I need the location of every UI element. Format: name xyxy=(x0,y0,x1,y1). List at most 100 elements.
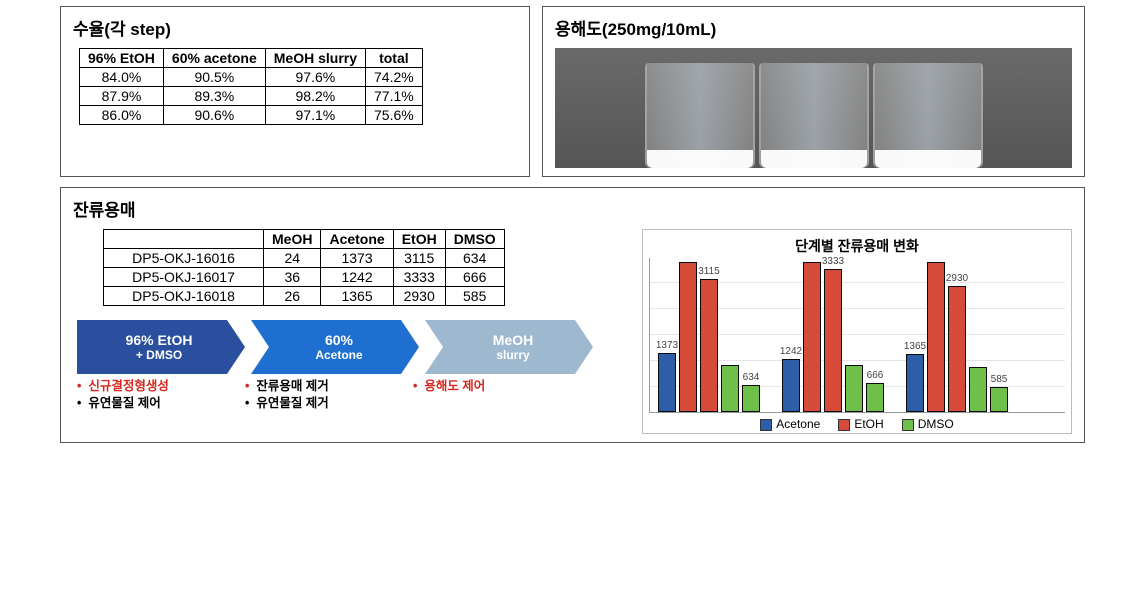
table-cell: 634 xyxy=(445,249,504,268)
table-row: 86.0%90.6%97.1%75.6% xyxy=(80,106,423,125)
vial xyxy=(645,63,755,168)
chart-group: 1365 2930 585 xyxy=(906,262,1008,412)
table-cell: 75.6% xyxy=(366,106,423,125)
table-cell: 585 xyxy=(445,287,504,306)
chart-bar: 585 xyxy=(990,387,1008,412)
vial xyxy=(759,63,869,168)
chart-bar: 3333 xyxy=(824,269,842,412)
table-cell: 3333 xyxy=(393,268,445,287)
table-cell: 86.0% xyxy=(80,106,164,125)
table-cell: 36 xyxy=(264,268,321,287)
process-step-line1: 96% EtOH xyxy=(91,332,227,348)
annotation-line: • 유연물질 제거 xyxy=(245,395,413,412)
chart-bar xyxy=(845,365,863,412)
chart-bar xyxy=(721,365,739,412)
process-step: MeOHslurry xyxy=(425,320,593,374)
chart-bar: 2930 xyxy=(948,286,966,412)
table-row: DP5-OKJ-160162413733115634 xyxy=(104,249,505,268)
residual-col-header: Acetone xyxy=(321,230,393,249)
bar-label: 3333 xyxy=(822,256,844,267)
process-flow: 96% EtOH+ DMSO60%AcetoneMeOHslurry xyxy=(77,320,624,374)
table-cell: 24 xyxy=(264,249,321,268)
vial xyxy=(873,63,983,168)
table-cell: DP5-OKJ-16017 xyxy=(104,268,264,287)
yield-col-header: MeOH slurry xyxy=(265,49,365,68)
chart-legend: AcetoneEtOHDMSO xyxy=(649,417,1065,431)
residual-col-header: EtOH xyxy=(393,230,445,249)
table-row: DP5-OKJ-160173612423333666 xyxy=(104,268,505,287)
yield-col-header: total xyxy=(366,49,423,68)
table-row: DP5-OKJ-160182613652930585 xyxy=(104,287,505,306)
bar-label: 585 xyxy=(991,374,1008,385)
table-cell: 26 xyxy=(264,287,321,306)
process-step-line2: Acetone xyxy=(277,348,401,362)
bar-label: 2930 xyxy=(946,273,968,284)
process-step-line1: 60% xyxy=(277,332,401,348)
table-cell: 1365 xyxy=(321,287,393,306)
residual-title: 잔류용매 xyxy=(73,196,1072,221)
yield-col-header: 60% acetone xyxy=(163,49,265,68)
process-annotation: • 잔류용매 제거• 유연물질 제거 xyxy=(245,378,413,412)
chart-bar: 666 xyxy=(866,383,884,412)
annotation-line: • 유연물질 제어 xyxy=(77,395,245,412)
table-cell: 90.6% xyxy=(163,106,265,125)
process-annotations: • 신규결정형생성• 유연물질 제어• 잔류용매 제거• 유연물질 제거• 용해… xyxy=(77,378,624,412)
vial-photo xyxy=(555,48,1072,168)
table-cell: 97.6% xyxy=(265,68,365,87)
chart-bar: 634 xyxy=(742,385,760,412)
residual-col-header xyxy=(104,230,264,249)
chart-bar: 1365 xyxy=(906,354,924,413)
table-cell: 89.3% xyxy=(163,87,265,106)
process-annotation: • 용해도 제어 xyxy=(413,378,581,412)
residual-panel: 잔류용매 MeOHAcetoneEtOHDMSO DP5-OKJ-1601624… xyxy=(60,187,1085,443)
yield-table: 96% EtOH60% acetoneMeOH slurrytotal 84.0… xyxy=(79,48,423,125)
solubility-title: 용해도(250mg/10mL) xyxy=(555,15,1072,40)
chart-bar xyxy=(927,262,945,412)
solubility-panel: 용해도(250mg/10mL) xyxy=(542,6,1085,177)
chart-group: 1242 3333 666 xyxy=(782,262,884,412)
table-cell: DP5-OKJ-16018 xyxy=(104,287,264,306)
chart-bar xyxy=(969,367,987,412)
yield-title: 수율(각 step) xyxy=(73,15,517,40)
annotation-line: • 잔류용매 제거 xyxy=(245,378,413,395)
bar-label: 634 xyxy=(743,372,760,383)
bar-label: 1242 xyxy=(780,346,802,357)
chart-bar xyxy=(803,262,821,412)
table-cell: 90.5% xyxy=(163,68,265,87)
chart-bar: 1242 xyxy=(782,359,800,412)
table-cell: 1373 xyxy=(321,249,393,268)
process-step: 96% EtOH+ DMSO xyxy=(77,320,245,374)
table-cell: 87.9% xyxy=(80,87,164,106)
table-cell: 77.1% xyxy=(366,87,423,106)
process-step-line2: slurry xyxy=(451,348,575,362)
chart-group: 1373 3115 634 xyxy=(658,262,760,412)
table-cell: 1242 xyxy=(321,268,393,287)
legend-item: Acetone xyxy=(760,417,820,431)
table-cell: 74.2% xyxy=(366,68,423,87)
chart-bar: 1373 xyxy=(658,353,676,412)
bar-label: 3115 xyxy=(698,266,720,277)
residual-col-header: DMSO xyxy=(445,230,504,249)
chart-bar: 3115 xyxy=(700,279,718,413)
annotation-line: • 신규결정형생성 xyxy=(77,378,245,395)
table-cell: 666 xyxy=(445,268,504,287)
yield-col-header: 96% EtOH xyxy=(80,49,164,68)
residual-table: MeOHAcetoneEtOHDMSO DP5-OKJ-160162413733… xyxy=(103,229,505,306)
chart-title: 단계별 잔류용매 변화 xyxy=(649,236,1065,256)
yield-panel: 수율(각 step) 96% EtOH60% acetoneMeOH slurr… xyxy=(60,6,530,177)
residual-chart: 단계별 잔류용매 변화 1373 3115 634 1242 3333 666 1365 29… xyxy=(642,229,1072,434)
table-row: 84.0%90.5%97.6%74.2% xyxy=(80,68,423,87)
annotation-line: • 용해도 제어 xyxy=(413,378,581,395)
table-cell: DP5-OKJ-16016 xyxy=(104,249,264,268)
chart-bar xyxy=(679,262,697,412)
bar-label: 1373 xyxy=(656,340,678,351)
table-cell: 98.2% xyxy=(265,87,365,106)
bar-label: 1365 xyxy=(904,341,926,352)
bar-label: 666 xyxy=(867,370,884,381)
process-step: 60%Acetone xyxy=(251,320,419,374)
table-row: 87.9%89.3%98.2%77.1% xyxy=(80,87,423,106)
residual-col-header: MeOH xyxy=(264,230,321,249)
chart-plot: 1373 3115 634 1242 3333 666 1365 2930 585 xyxy=(649,258,1065,413)
table-cell: 97.1% xyxy=(265,106,365,125)
process-annotation: • 신규결정형생성• 유연물질 제어 xyxy=(77,378,245,412)
